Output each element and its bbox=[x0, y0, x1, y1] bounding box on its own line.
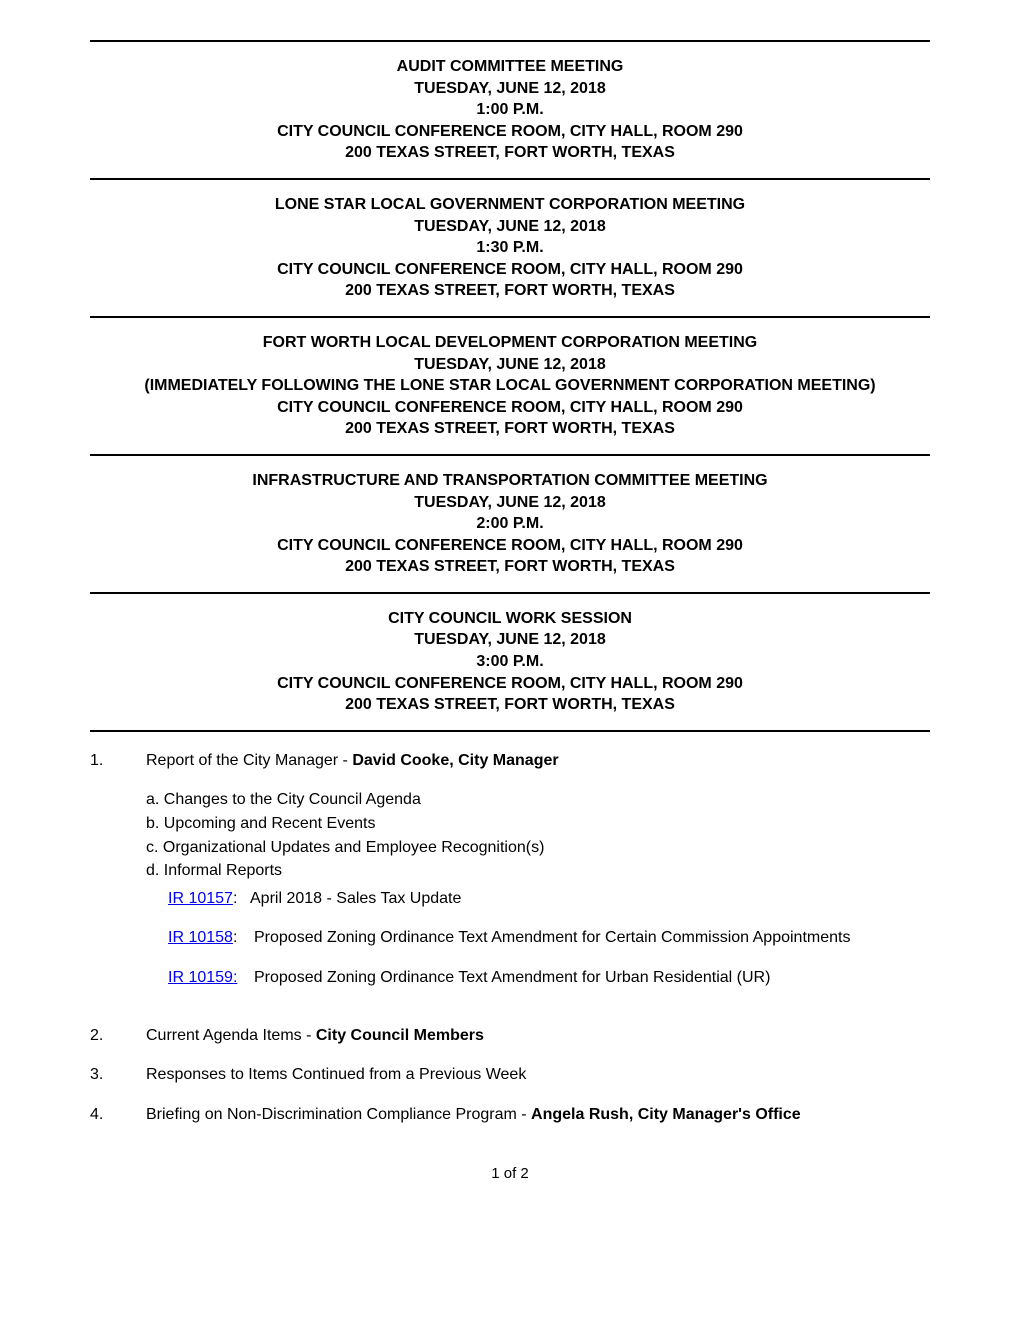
agenda-list: 1.Report of the City Manager - David Coo… bbox=[90, 750, 930, 1126]
report-link-col: IR 10158: bbox=[168, 927, 254, 949]
report-row: IR 10157: April 2018 - Sales Tax Update bbox=[168, 888, 930, 910]
agenda-sub-items: a. Changes to the City Council Agendab. … bbox=[146, 789, 930, 881]
meeting-line: 200 TEXAS STREET, FORT WORTH, TEXAS bbox=[90, 556, 930, 578]
top-rule bbox=[90, 40, 930, 42]
meetings-list: AUDIT COMMITTEE MEETINGTUESDAY, JUNE 12,… bbox=[90, 56, 930, 732]
meeting-line: 2:00 P.M. bbox=[90, 513, 930, 535]
agenda-item-number: 2. bbox=[90, 1025, 146, 1047]
meeting-line: TUESDAY, JUNE 12, 2018 bbox=[90, 492, 930, 514]
meeting-block: CITY COUNCIL WORK SESSIONTUESDAY, JUNE 1… bbox=[90, 608, 930, 732]
meeting-line: CITY COUNCIL CONFERENCE ROOM, CITY HALL,… bbox=[90, 535, 930, 557]
agenda-item-title-plain: Briefing on Non-Discrimination Complianc… bbox=[146, 1106, 531, 1123]
report-link-col: IR 10157: bbox=[168, 888, 250, 910]
meeting-line: CITY COUNCIL WORK SESSION bbox=[90, 608, 930, 630]
meeting-line: 200 TEXAS STREET, FORT WORTH, TEXAS bbox=[90, 694, 930, 716]
report-sep: : bbox=[233, 929, 237, 946]
meeting-line: 1:30 P.M. bbox=[90, 237, 930, 259]
report-text: April 2018 - Sales Tax Update bbox=[250, 888, 930, 910]
informal-reports: IR 10157: April 2018 - Sales Tax UpdateI… bbox=[168, 888, 930, 989]
meeting-line: FORT WORTH LOCAL DEVELOPMENT CORPORATION… bbox=[90, 332, 930, 354]
meeting-line: CITY COUNCIL CONFERENCE ROOM, CITY HALL,… bbox=[90, 397, 930, 419]
report-link[interactable]: IR 10159: bbox=[168, 969, 237, 986]
agenda-item: 2.Current Agenda Items - City Council Me… bbox=[90, 1025, 930, 1047]
report-link-col: IR 10159: bbox=[168, 967, 254, 989]
meeting-line: TUESDAY, JUNE 12, 2018 bbox=[90, 629, 930, 651]
meeting-line: 200 TEXAS STREET, FORT WORTH, TEXAS bbox=[90, 418, 930, 440]
agenda-item-number: 3. bbox=[90, 1064, 146, 1086]
agenda-item-body: Report of the City Manager - David Cooke… bbox=[146, 750, 930, 1007]
agenda-item-title-plain: Report of the City Manager - bbox=[146, 752, 352, 769]
report-sep: : bbox=[233, 890, 237, 907]
agenda-item-title-bold: Angela Rush, City Manager's Office bbox=[531, 1106, 801, 1123]
meeting-line: TUESDAY, JUNE 12, 2018 bbox=[90, 78, 930, 100]
meeting-line: LONE STAR LOCAL GOVERNMENT CORPORATION M… bbox=[90, 194, 930, 216]
meeting-line: INFRASTRUCTURE AND TRANSPORTATION COMMIT… bbox=[90, 470, 930, 492]
agenda-item-title: Current Agenda Items - City Council Memb… bbox=[146, 1025, 930, 1047]
report-text: Proposed Zoning Ordinance Text Amendment… bbox=[254, 927, 930, 949]
agenda-item-title-plain: Responses to Items Continued from a Prev… bbox=[146, 1066, 526, 1083]
agenda-sub-item: b. Upcoming and Recent Events bbox=[146, 813, 930, 835]
meeting-block: INFRASTRUCTURE AND TRANSPORTATION COMMIT… bbox=[90, 470, 930, 594]
meeting-line: 200 TEXAS STREET, FORT WORTH, TEXAS bbox=[90, 142, 930, 164]
agenda-item: 1.Report of the City Manager - David Coo… bbox=[90, 750, 930, 1007]
agenda-item-number: 4. bbox=[90, 1104, 146, 1126]
meeting-block: FORT WORTH LOCAL DEVELOPMENT CORPORATION… bbox=[90, 332, 930, 456]
agenda-item-body: Responses to Items Continued from a Prev… bbox=[146, 1064, 930, 1086]
report-link[interactable]: IR 10157 bbox=[168, 890, 233, 907]
agenda-item-title-plain: Current Agenda Items - bbox=[146, 1027, 316, 1044]
agenda-item-title: Responses to Items Continued from a Prev… bbox=[146, 1064, 930, 1086]
agenda-item-body: Current Agenda Items - City Council Memb… bbox=[146, 1025, 930, 1047]
report-row: IR 10159: Proposed Zoning Ordinance Text… bbox=[168, 967, 930, 989]
agenda-item: 4.Briefing on Non-Discrimination Complia… bbox=[90, 1104, 930, 1126]
meeting-line: (IMMEDIATELY FOLLOWING THE LONE STAR LOC… bbox=[90, 375, 930, 397]
meeting-line: CITY COUNCIL CONFERENCE ROOM, CITY HALL,… bbox=[90, 121, 930, 143]
agenda-sub-item: d. Informal Reports bbox=[146, 860, 930, 882]
agenda-sub-item: c. Organizational Updates and Employee R… bbox=[146, 837, 930, 859]
agenda-item-title: Briefing on Non-Discrimination Complianc… bbox=[146, 1104, 930, 1126]
agenda-item-title-bold: David Cooke, City Manager bbox=[352, 752, 558, 769]
report-link[interactable]: IR 10158 bbox=[168, 929, 233, 946]
agenda-item-body: Briefing on Non-Discrimination Complianc… bbox=[146, 1104, 930, 1126]
report-row: IR 10158: Proposed Zoning Ordinance Text… bbox=[168, 927, 930, 949]
meeting-line: CITY COUNCIL CONFERENCE ROOM, CITY HALL,… bbox=[90, 673, 930, 695]
agenda-sub-item: a. Changes to the City Council Agenda bbox=[146, 789, 930, 811]
meeting-line: CITY COUNCIL CONFERENCE ROOM, CITY HALL,… bbox=[90, 259, 930, 281]
meeting-line: AUDIT COMMITTEE MEETING bbox=[90, 56, 930, 78]
meeting-line: 1:00 P.M. bbox=[90, 99, 930, 121]
meeting-block: LONE STAR LOCAL GOVERNMENT CORPORATION M… bbox=[90, 194, 930, 318]
meeting-block: AUDIT COMMITTEE MEETINGTUESDAY, JUNE 12,… bbox=[90, 56, 930, 180]
meeting-line: TUESDAY, JUNE 12, 2018 bbox=[90, 216, 930, 238]
report-text: Proposed Zoning Ordinance Text Amendment… bbox=[254, 967, 930, 989]
agenda-item-title: Report of the City Manager - David Cooke… bbox=[146, 750, 930, 772]
agenda-item: 3.Responses to Items Continued from a Pr… bbox=[90, 1064, 930, 1086]
meeting-line: 200 TEXAS STREET, FORT WORTH, TEXAS bbox=[90, 280, 930, 302]
agenda-item-number: 1. bbox=[90, 750, 146, 1007]
page-footer: 1 of 2 bbox=[90, 1165, 930, 1182]
agenda-item-title-bold: City Council Members bbox=[316, 1027, 484, 1044]
meeting-line: 3:00 P.M. bbox=[90, 651, 930, 673]
meeting-line: TUESDAY, JUNE 12, 2018 bbox=[90, 354, 930, 376]
